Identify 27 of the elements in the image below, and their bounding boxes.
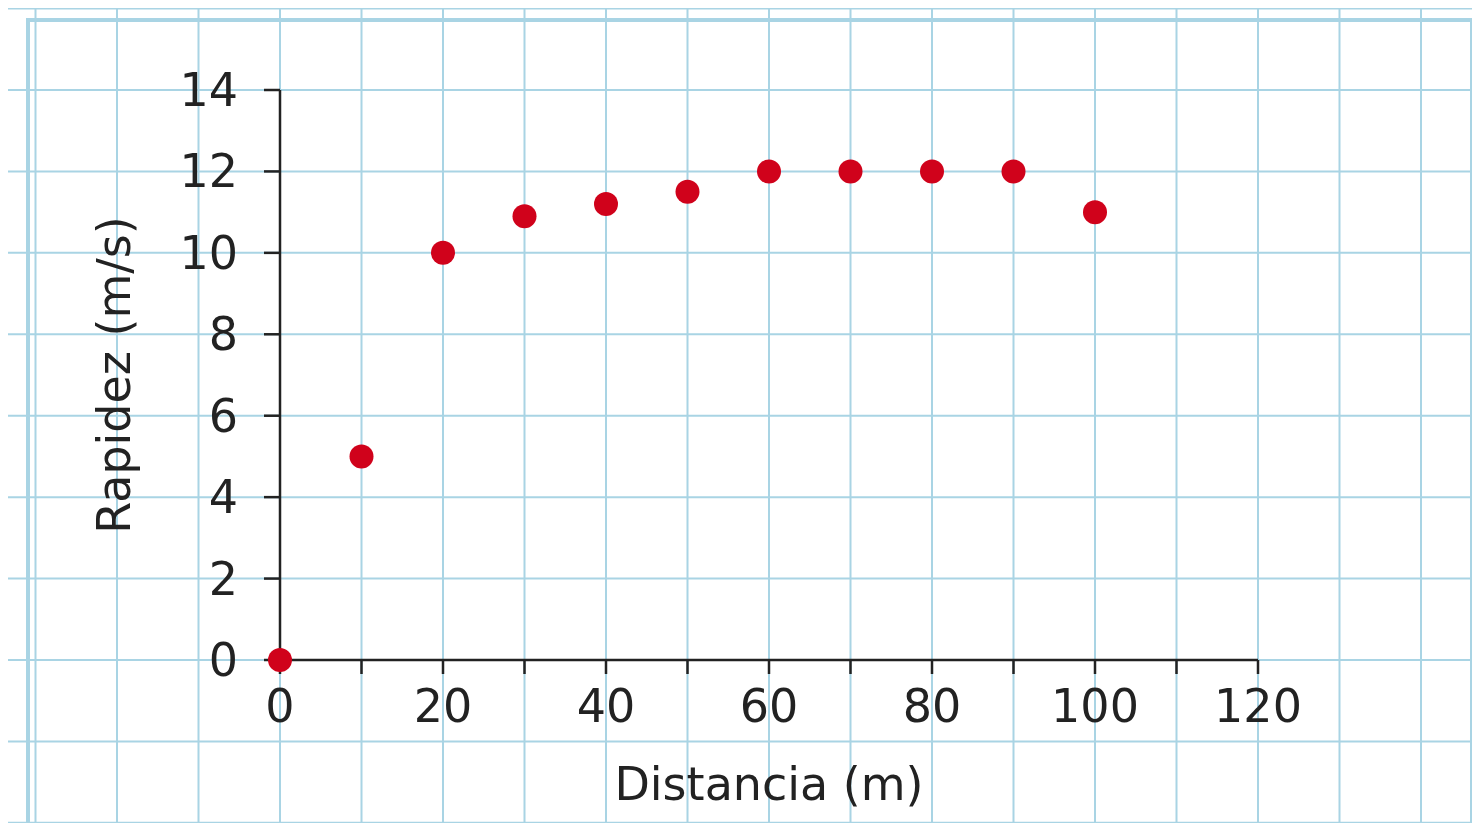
point [1001,159,1026,184]
y-tick-label: 8 [208,307,238,362]
point [594,192,618,216]
x-tick-label: 60 [739,679,799,733]
point [675,179,700,204]
y-tick-label: 6 [208,388,238,443]
point [757,159,781,184]
y-axis-title: Rapidez (m/s) [87,216,141,534]
y-tick-label: 0 [208,633,238,687]
point [349,444,374,469]
x-tick-label: 20 [413,679,473,733]
x-tick-label: 80 [902,679,962,733]
x-tick-label: 40 [576,679,636,733]
x-tick-label: 0 [265,679,295,733]
x-tick-label: 120 [1214,679,1302,733]
point [431,240,455,265]
point [512,204,537,229]
point [838,159,863,184]
x-tick-label: 100 [1051,679,1139,733]
point [920,159,944,184]
x-axis-title: Distancia (m) [614,757,924,811]
y-tick-label: 14 [179,63,238,117]
y-tick-label: 4 [208,470,238,525]
y-tick-label: 12 [179,144,238,199]
point [1083,200,1107,225]
y-tick-label: 2 [208,551,238,606]
y-tick-label: 10 [179,225,238,280]
